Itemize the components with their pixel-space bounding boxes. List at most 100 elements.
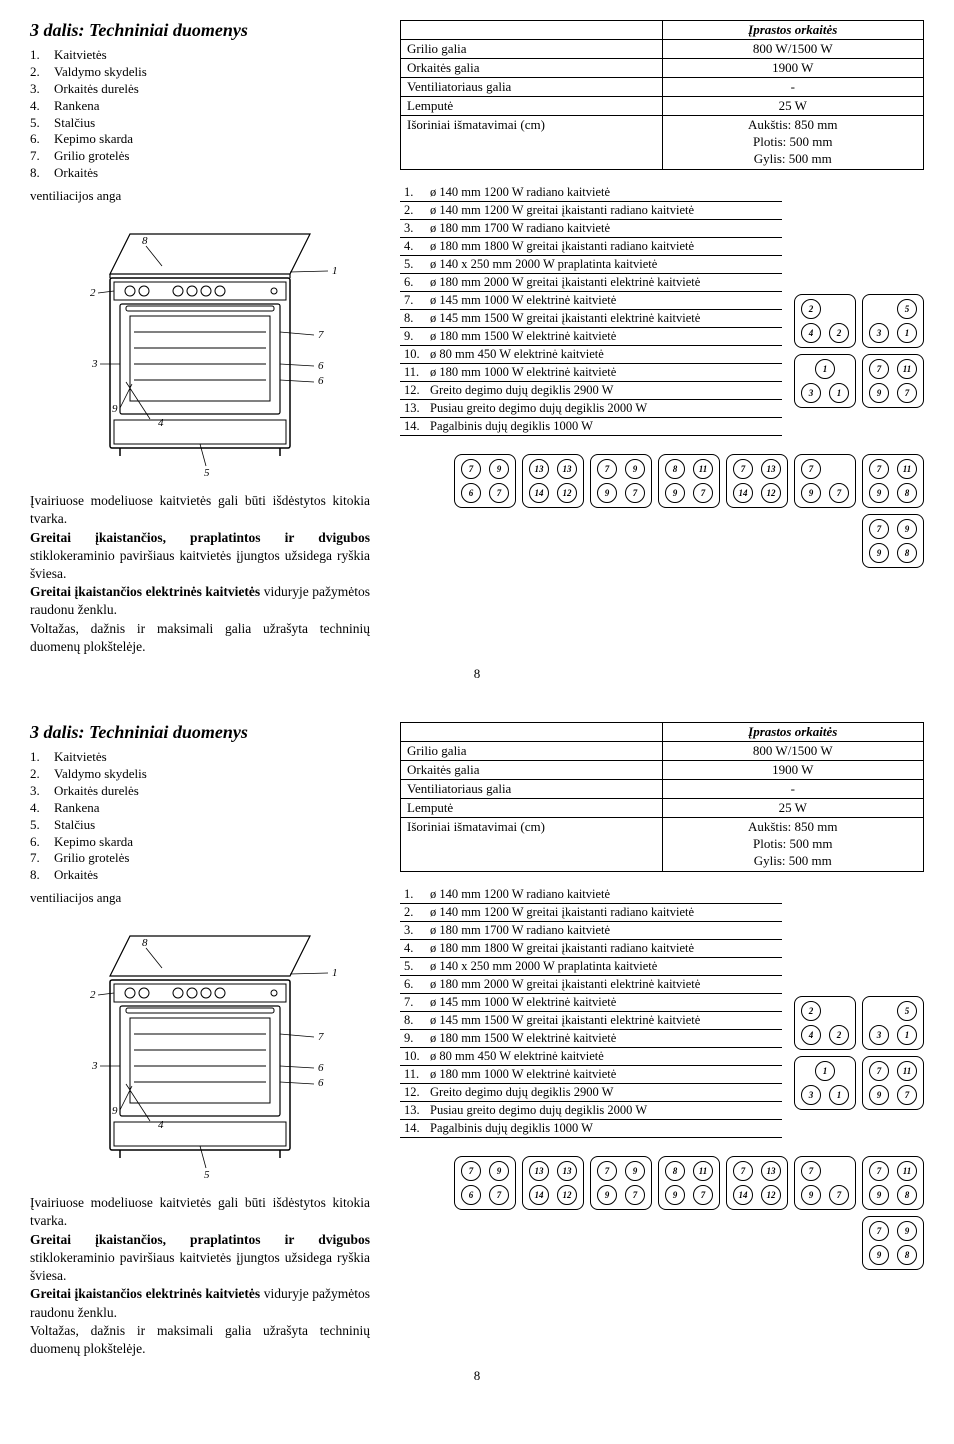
- spec-label: Lemputė: [401, 799, 663, 818]
- spec-value: Aukštis: 850 mmPlotis: 500 mmGylis: 500 …: [662, 818, 924, 872]
- hob-list-item: 10.ø 80 mm 450 W elektrinė kaitvietė: [400, 346, 782, 364]
- burner-circle: 1: [815, 359, 835, 379]
- burner-circle: 9: [597, 1185, 617, 1205]
- burner-circle: 7: [869, 1221, 889, 1241]
- parts-list-item: 8.Orkaitės: [30, 165, 370, 182]
- spec-header: Įprastos orkaitės: [662, 723, 924, 742]
- burner-circle: 7: [693, 483, 713, 503]
- hob-layout: 311: [794, 354, 856, 408]
- burner-circle: 9: [869, 1245, 889, 1265]
- svg-text:8: 8: [142, 235, 148, 247]
- svg-text:4: 4: [158, 1119, 164, 1131]
- svg-text:6: 6: [318, 360, 324, 372]
- svg-text:2: 2: [90, 989, 96, 1001]
- side-layouts: 24253131171197: [792, 184, 924, 408]
- burner-circle: 14: [529, 483, 549, 503]
- burner-circle: 2: [801, 1001, 821, 1021]
- burner-circle: 2: [801, 299, 821, 319]
- burner-circle: 9: [869, 543, 889, 563]
- body-text: Įvairiuose modeliuose kaitvietės gali bū…: [30, 492, 370, 656]
- parts-list-item: 1.Kaitvietės: [30, 749, 370, 766]
- hob-list-item: 8.ø 145 mm 1500 W greitai įkaistanti ele…: [400, 1012, 782, 1030]
- parts-list-item: 7.Grilio grotelės: [30, 148, 370, 165]
- burner-circle: 11: [693, 459, 713, 479]
- burner-circle: 11: [897, 459, 917, 479]
- hob-list-item: 7.ø 145 mm 1000 W elektrinė kaitvietė: [400, 994, 782, 1012]
- svg-text:7: 7: [318, 329, 324, 341]
- burner-circle: 1: [829, 383, 849, 403]
- burner-circle: 7: [733, 459, 753, 479]
- burner-circle: 7: [597, 1161, 617, 1181]
- left-column: 3 dalis: Techniniai duomenys 1.Kaitvietė…: [30, 722, 370, 1358]
- parts-list-item: 3.Orkaitės durelės: [30, 81, 370, 98]
- burner-circle: 14: [529, 1185, 549, 1205]
- side-layouts: 24253131171197: [792, 886, 924, 1110]
- burner-circle: 4: [801, 1025, 821, 1045]
- hob-layout: 7131412: [726, 1156, 788, 1210]
- parts-list-item: 1.Kaitvietės: [30, 47, 370, 64]
- hob-list-item: 11.ø 180 mm 1000 W elektrinė kaitvietė: [400, 1066, 782, 1084]
- svg-text:5: 5: [204, 1169, 210, 1181]
- page-2: 3 dalis: Techniniai duomenys 1.Kaitvietė…: [30, 722, 924, 1384]
- vent-label: ventiliacijos anga: [30, 890, 370, 906]
- hob-layout: 7997: [590, 1156, 652, 1210]
- parts-list-item: 7.Grilio grotelės: [30, 850, 370, 867]
- page-number: 8: [30, 1368, 924, 1384]
- burner-circle: 7: [897, 383, 917, 403]
- hob-layout: 71197: [862, 354, 924, 408]
- hob-layout: 7131412: [726, 454, 788, 508]
- hob-list-item: 5.ø 140 x 250 mm 2000 W praplatinta kait…: [400, 256, 782, 274]
- burner-circle: 9: [665, 483, 685, 503]
- spec-value: 1900 W: [662, 59, 924, 78]
- burner-circle: 12: [557, 1185, 577, 1205]
- svg-text:5: 5: [204, 467, 210, 479]
- burner-circle: 9: [625, 1161, 645, 1181]
- hob-list-item: 4.ø 180 mm 1800 W greitai įkaistanti rad…: [400, 940, 782, 958]
- burner-circle: 7: [625, 483, 645, 503]
- hob-list-item: 12.Greito degimo dujų degiklis 2900 W: [400, 1084, 782, 1102]
- svg-text:4: 4: [158, 417, 164, 429]
- spec-label: Lemputė: [401, 97, 663, 116]
- burner-circle: 8: [897, 483, 917, 503]
- body-b2: Greitai įkaistančios elektrinės kaitviet…: [30, 584, 260, 599]
- burner-circle: 8: [897, 543, 917, 563]
- burner-circle: 2: [829, 323, 849, 343]
- page-number: 8: [30, 666, 924, 682]
- burner-circle: 7: [829, 483, 849, 503]
- svg-text:3: 3: [91, 1060, 98, 1072]
- burner-circle: 13: [557, 1161, 577, 1181]
- body-p1: Įvairiuose modeliuose kaitvietės gali bū…: [30, 493, 370, 526]
- svg-text:2: 2: [90, 287, 96, 299]
- hob-list: 1.ø 140 mm 1200 W radiano kaitvietė2.ø 1…: [400, 184, 782, 436]
- burner-circle: 13: [557, 459, 577, 479]
- burner-circle: 12: [761, 483, 781, 503]
- burner-circle: 9: [869, 383, 889, 403]
- hob-layout: 7998: [862, 1216, 924, 1270]
- spec-value: 25 W: [662, 97, 924, 116]
- hob-layout: 7998: [862, 514, 924, 568]
- burner-circle: 9: [869, 1185, 889, 1205]
- spec-label: Išoriniai išmatavimai (cm): [401, 116, 663, 170]
- burner-circle: 7: [625, 1185, 645, 1205]
- body-b1: Greitai įkaistančios, praplatintos ir dv…: [30, 530, 370, 545]
- burner-circle: 1: [897, 1025, 917, 1045]
- parts-list: 1.Kaitvietės2.Valdymo skydelis3.Orkaitės…: [30, 47, 370, 182]
- burner-circle: 5: [897, 1001, 917, 1021]
- burner-circle: 7: [733, 1161, 753, 1181]
- hob-list-item: 12.Greito degimo dujų degiklis 2900 W: [400, 382, 782, 400]
- burner-circle: 8: [897, 1185, 917, 1205]
- burner-circle: 9: [489, 459, 509, 479]
- svg-text:6: 6: [318, 1062, 324, 1074]
- burner-circle: 7: [461, 459, 481, 479]
- burner-circle: 9: [897, 1221, 917, 1241]
- svg-text:8: 8: [142, 937, 148, 949]
- parts-list-item: 4.Rankena: [30, 98, 370, 115]
- hob-list-item: 13.Pusiau greito degimo dujų degiklis 20…: [400, 400, 782, 418]
- spec-value: 25 W: [662, 799, 924, 818]
- body-p2: stiklokeraminio paviršiaus kaitvietės įj…: [30, 1250, 370, 1283]
- hob-list-item: 4.ø 180 mm 1800 W greitai įkaistanti rad…: [400, 238, 782, 256]
- parts-list-item: 5.Stalčius: [30, 115, 370, 132]
- burner-circle: 6: [461, 483, 481, 503]
- section-title: 3 dalis: Techniniai duomenys: [30, 722, 370, 743]
- hob-list: 1.ø 140 mm 1200 W radiano kaitvietė2.ø 1…: [400, 886, 782, 1138]
